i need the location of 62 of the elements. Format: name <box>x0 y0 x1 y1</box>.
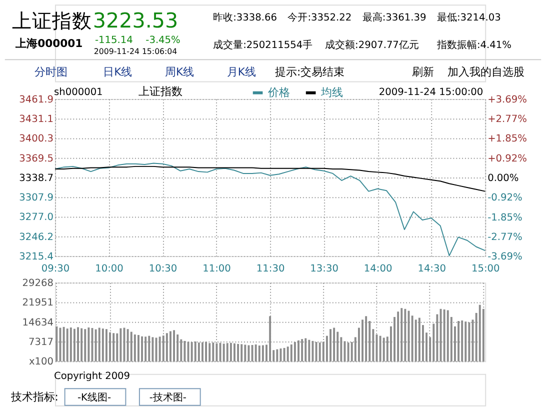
text: 日K线 <box>103 65 132 78</box>
y-tick-label: 3461.9 <box>19 94 54 106</box>
y-tick-label: 3246.2 <box>19 232 54 243</box>
text: 3223.53 <box>92 8 178 32</box>
text: 周K线 <box>164 65 194 78</box>
text: 昨收:3338.66 <box>213 11 277 24</box>
text: -技术图- <box>149 391 187 404</box>
text: 2009-11-24 15:00:00 <box>378 87 484 98</box>
y-tick-label: 14634 <box>22 317 54 328</box>
x-tick-label: 14:00 <box>364 263 392 274</box>
y2-tick-label: -0.92% <box>488 192 522 204</box>
x-tick-label: 10:00 <box>95 263 124 274</box>
y-tick-label: 3277.0 <box>19 212 54 224</box>
text: 月K线 <box>226 65 256 78</box>
y-tick-label: 3369.5 <box>19 153 54 164</box>
y2-tick-label: +3.69% <box>488 94 527 106</box>
x-tick-label: 15:00 <box>471 263 500 274</box>
y-tick-label: 29268 <box>22 278 54 290</box>
text: 最低:3214.03 <box>436 12 501 24</box>
text: 指数振幅:4.41% <box>436 38 512 51</box>
y2-tick-label: 0.00% <box>488 172 519 184</box>
x-tick-label: 09:30 <box>41 263 70 274</box>
y-tick-label: x100 <box>28 356 54 368</box>
text: -3.45% <box>146 34 180 46</box>
legend-label: 价格 <box>267 86 290 99</box>
text: 上证指数 <box>12 9 92 32</box>
text: 今开:3352.22 <box>288 11 352 24</box>
x-tick-label: 11:00 <box>202 263 231 274</box>
y-tick-label: 21951 <box>22 298 54 309</box>
text: -115.14 <box>94 34 133 46</box>
x-tick-label: 14:30 <box>418 263 446 274</box>
text: 技术指标: <box>10 390 58 404</box>
y2-tick-label: -1.85% <box>488 212 522 224</box>
text: 提示:交易结束 <box>274 65 345 78</box>
text: 加入我的自选股 <box>448 65 525 78</box>
y2-tick-label: +2.77% <box>488 114 527 125</box>
y2-tick-label: +0.92% <box>488 153 527 164</box>
text: 刷新 <box>412 65 434 78</box>
line-series <box>54 166 486 192</box>
y2-tick-label: -3.69% <box>488 252 522 262</box>
text: 上海000001 <box>14 36 83 50</box>
text: 最高:3361.39 <box>362 11 426 24</box>
x-tick-label: 10:30 <box>148 263 178 274</box>
y-tick-label: 3338.7 <box>19 172 54 184</box>
y-tick-label: 3431.1 <box>19 114 54 126</box>
text: 成交额:2907.77亿元 <box>325 38 419 51</box>
text: 2009-11-24 15:06:04 <box>94 46 178 56</box>
y-tick-label: 3307.9 <box>19 192 54 204</box>
text: 分时图 <box>34 65 68 78</box>
legend-label: 均线 <box>320 86 344 99</box>
text: 成交量:250211554手 <box>213 38 313 51</box>
text: -K线图- <box>78 391 112 404</box>
chart-title: 上证指数 <box>138 85 182 98</box>
y-tick-label: 3215.4 <box>19 252 54 262</box>
y-tick-label: 3400.3 <box>19 134 54 145</box>
y-tick-label: 7317 <box>28 337 54 348</box>
text: sh000001 <box>54 87 103 98</box>
x-tick-label: 13:30 <box>310 263 338 274</box>
text: Copyright 2009 <box>54 370 130 382</box>
y2-tick-label: +1.85% <box>488 134 527 145</box>
x-tick-label: 11:30 <box>256 263 285 274</box>
y2-tick-label: -2.77% <box>488 232 522 243</box>
